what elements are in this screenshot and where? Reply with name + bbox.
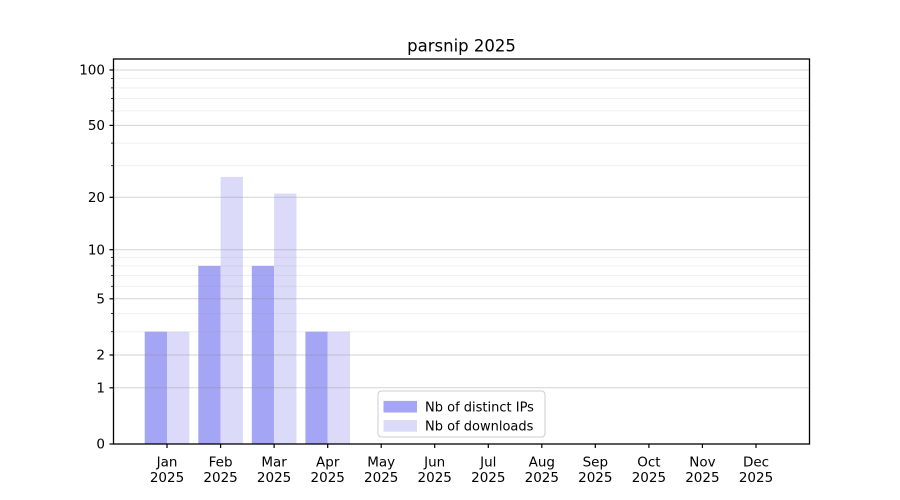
- bar-distinct-ips-apr: [305, 331, 328, 444]
- y-tick-label: 5: [96, 292, 105, 308]
- x-tick-label: Sep 2025: [578, 455, 612, 487]
- y-tick-label: 0: [96, 437, 105, 453]
- x-tick-label: Nov 2025: [685, 455, 719, 487]
- bar-distinct-ips-mar: [251, 265, 275, 444]
- legend-label-downloads: Nb of downloads: [425, 420, 534, 435]
- bars-layer: [144, 176, 350, 444]
- bar-downloads-feb: [220, 176, 243, 444]
- plot-border: [112, 58, 811, 445]
- legend-swatch-distinct-ips: [383, 400, 417, 413]
- bar-downloads-mar: [274, 193, 297, 444]
- legend-label-distinct-ips: Nb of distinct IPs: [425, 400, 534, 415]
- y-tick-label: 100: [79, 63, 105, 79]
- grid-layer: [113, 69, 810, 389]
- y-tick-label: 20: [88, 190, 105, 206]
- x-tick-label: Jul 2025: [471, 455, 505, 487]
- y-tick-label: 10: [88, 242, 105, 258]
- bar-downloads-apr: [327, 331, 350, 444]
- x-tick-label: May 2025: [364, 455, 398, 487]
- x-tick-label: Oct 2025: [632, 455, 666, 487]
- y-tick-label: 1: [96, 381, 105, 397]
- legend-box: [377, 390, 546, 438]
- x-tick-label: Aug 2025: [525, 455, 559, 487]
- x-tick-label: Dec 2025: [739, 455, 773, 487]
- x-tick-label: Mar 2025: [257, 455, 291, 487]
- bar-downloads-jan: [167, 331, 190, 444]
- axes-layer: 0 1 2 5 10 20 50 100 Jan 2025 Feb 2025 Mar 2025 Apr 202…: [79, 58, 811, 487]
- bar-distinct-ips-feb: [198, 265, 221, 444]
- y-tick-label: 50: [88, 118, 105, 134]
- x-tick-label: Jan 2025: [150, 455, 184, 487]
- x-tick-label: Jun 2025: [418, 455, 452, 487]
- bar-distinct-ips-jan: [144, 331, 167, 444]
- legend-swatch-downloads: [383, 420, 417, 432]
- x-tick-label: Feb 2025: [203, 455, 237, 487]
- y-tick-label: 2: [96, 348, 105, 364]
- legend: Nb of distinct IPs Nb of downloads: [377, 390, 546, 438]
- chart-title: parsnip 2025: [407, 37, 516, 56]
- x-tick-label: Apr 2025: [311, 455, 345, 487]
